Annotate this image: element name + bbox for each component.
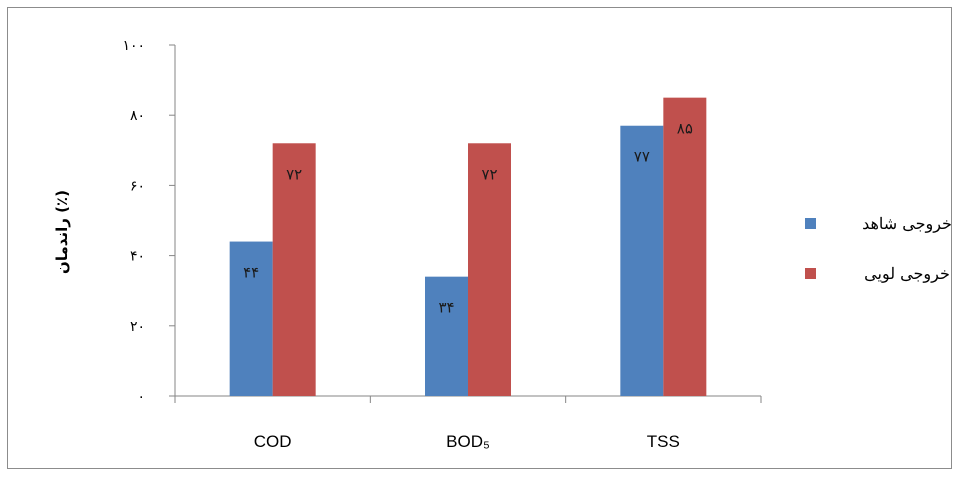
- data-label: ۷۲: [286, 165, 302, 183]
- bar: [468, 143, 511, 396]
- bar: [425, 276, 468, 396]
- chart-frame: [7, 7, 952, 469]
- x-tick-label: TSS: [647, 432, 680, 451]
- data-label: ۴۴: [243, 264, 259, 282]
- y-tick-label: ۶۰: [130, 178, 145, 194]
- y-tick-label: ۸۰: [130, 108, 145, 124]
- y-tick-label: ۲۰: [130, 319, 145, 335]
- data-labels: ۴۴ ۷۲ ۳۴ ۷۲ ۷۷ ۸۵: [243, 120, 693, 317]
- y-tick-label: ۱۰۰: [122, 38, 145, 54]
- data-label: ۳۴: [438, 299, 454, 317]
- legend: خروجی شاهد خروجی لویی: [805, 214, 952, 283]
- legend-label: خروجی شاهد: [862, 214, 952, 233]
- bar: [229, 241, 273, 396]
- bar: [663, 97, 707, 397]
- legend-swatch: [805, 268, 816, 279]
- data-label: ۷۷: [634, 148, 650, 166]
- bars: [229, 97, 707, 397]
- y-tick-label: ۰: [137, 389, 145, 405]
- y-axis-label: راندمان (٪): [53, 190, 71, 274]
- x-tick-label: BOD₅: [446, 432, 490, 451]
- data-label: ۷۲: [481, 165, 497, 183]
- bar: [620, 125, 664, 396]
- data-label: ۸۵: [677, 120, 693, 138]
- legend-label: خروجی لویی: [864, 264, 950, 283]
- bar: [272, 143, 316, 396]
- legend-swatch: [805, 218, 816, 229]
- y-tick-label: ۴۰: [130, 249, 145, 265]
- y-axis: ۰ ۲۰ ۴۰ ۶۰ ۸۰ ۱۰۰: [122, 38, 176, 405]
- x-axis: COD BOD₅ TSS: [174, 395, 762, 451]
- x-tick-label: COD: [254, 432, 292, 451]
